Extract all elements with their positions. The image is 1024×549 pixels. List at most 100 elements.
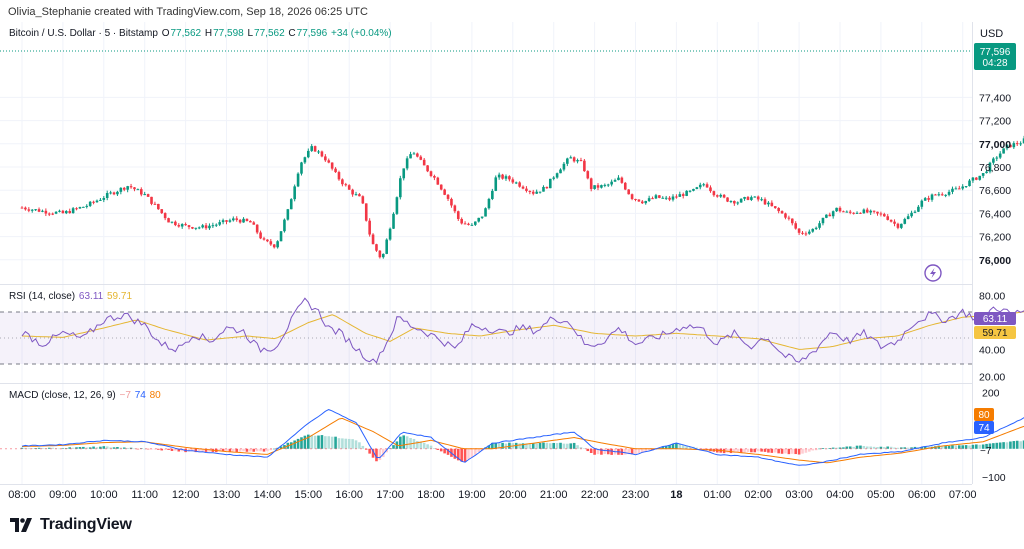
candle[interactable] xyxy=(177,223,181,228)
candle[interactable] xyxy=(184,222,187,226)
candle[interactable] xyxy=(347,184,351,190)
candle[interactable] xyxy=(30,209,34,213)
candle[interactable] xyxy=(879,211,883,217)
candle[interactable] xyxy=(808,229,811,235)
candle[interactable] xyxy=(508,175,511,182)
candle[interactable] xyxy=(446,194,450,202)
candle[interactable] xyxy=(702,182,705,187)
candle[interactable] xyxy=(324,154,327,162)
candle[interactable] xyxy=(961,184,964,191)
candle[interactable] xyxy=(208,223,211,230)
candle[interactable] xyxy=(555,172,559,179)
candle[interactable] xyxy=(218,219,221,227)
candle[interactable] xyxy=(750,195,753,202)
candle[interactable] xyxy=(859,212,862,214)
candle[interactable] xyxy=(593,185,596,190)
candle[interactable] xyxy=(1022,135,1024,144)
rsi-line[interactable] xyxy=(21,297,1024,364)
candle[interactable] xyxy=(596,183,600,191)
candle[interactable] xyxy=(855,211,859,214)
candle[interactable] xyxy=(112,191,116,196)
rsi-title[interactable]: RSI (14, close) xyxy=(9,291,76,302)
candle[interactable] xyxy=(238,218,242,224)
candle[interactable] xyxy=(896,222,900,230)
candle[interactable] xyxy=(525,186,528,193)
candle[interactable] xyxy=(562,162,566,172)
candle[interactable] xyxy=(988,161,992,174)
candle[interactable] xyxy=(126,185,129,193)
candle[interactable] xyxy=(910,210,913,218)
candle[interactable] xyxy=(1009,144,1012,148)
macd-axis[interactable]: 200 −100 xyxy=(982,387,1006,484)
candle[interactable] xyxy=(981,172,985,179)
candle[interactable] xyxy=(992,157,995,165)
candle[interactable] xyxy=(944,194,947,198)
candle[interactable] xyxy=(337,170,341,181)
candle[interactable] xyxy=(600,184,603,189)
candle[interactable] xyxy=(51,212,54,216)
candle[interactable] xyxy=(951,186,954,195)
candle[interactable] xyxy=(780,210,784,214)
candle[interactable] xyxy=(852,212,855,215)
candle[interactable] xyxy=(180,223,184,229)
tradingview-brand[interactable]: TradingView xyxy=(10,516,132,534)
candle[interactable] xyxy=(579,157,583,162)
candle[interactable] xyxy=(831,210,835,219)
candle[interactable] xyxy=(828,212,832,217)
candle[interactable] xyxy=(317,149,320,154)
candle[interactable] xyxy=(371,233,375,245)
candle[interactable] xyxy=(709,185,712,193)
candle[interactable] xyxy=(538,191,542,194)
candle[interactable] xyxy=(654,193,658,200)
candle[interactable] xyxy=(756,195,760,202)
candle[interactable] xyxy=(174,220,177,227)
candle[interactable] xyxy=(470,223,474,226)
candle[interactable] xyxy=(920,199,924,210)
candle[interactable] xyxy=(712,190,716,197)
candle[interactable] xyxy=(610,179,613,187)
candle[interactable] xyxy=(940,192,944,196)
candle[interactable] xyxy=(957,185,961,190)
macd-signal-line[interactable] xyxy=(21,407,1024,464)
candle[interactable] xyxy=(300,161,303,176)
candle[interactable] xyxy=(671,194,675,202)
candle[interactable] xyxy=(535,189,538,194)
candle[interactable] xyxy=(439,184,443,191)
candle[interactable] xyxy=(975,177,978,181)
candle[interactable] xyxy=(289,198,293,210)
candle[interactable] xyxy=(242,217,245,223)
candle[interactable] xyxy=(917,205,920,213)
candle[interactable] xyxy=(644,200,648,205)
candle[interactable] xyxy=(150,196,153,206)
time-axis[interactable]: 08:00 09:00 10:00 11:00 12:00 13:00 14:00 15:00… xyxy=(8,489,976,501)
candle[interactable] xyxy=(341,178,344,187)
candle[interactable] xyxy=(797,228,801,235)
candlestick-series[interactable] xyxy=(20,68,1024,259)
candle[interactable] xyxy=(368,218,371,237)
candle[interactable] xyxy=(661,196,665,199)
macd-histogram[interactable] xyxy=(0,434,1024,463)
candle[interactable] xyxy=(143,191,146,196)
candle[interactable] xyxy=(930,193,934,202)
candle[interactable] xyxy=(160,209,164,214)
candle[interactable] xyxy=(456,210,460,221)
macd-series[interactable] xyxy=(21,396,1024,466)
candle[interactable] xyxy=(641,199,644,205)
candle[interactable] xyxy=(262,236,266,241)
candle[interactable] xyxy=(361,195,365,205)
candle[interactable] xyxy=(753,196,757,198)
candle[interactable] xyxy=(521,185,525,190)
candle[interactable] xyxy=(835,207,838,213)
candle[interactable] xyxy=(228,218,232,223)
candle[interactable] xyxy=(978,175,982,181)
candle[interactable] xyxy=(334,167,337,173)
candle[interactable] xyxy=(296,172,300,188)
candle[interactable] xyxy=(692,188,695,192)
candle[interactable] xyxy=(566,157,569,167)
candle[interactable] xyxy=(528,190,532,195)
candle[interactable] xyxy=(303,156,307,165)
candle[interactable] xyxy=(24,206,27,211)
candle[interactable] xyxy=(310,144,314,152)
candle[interactable] xyxy=(726,197,729,203)
